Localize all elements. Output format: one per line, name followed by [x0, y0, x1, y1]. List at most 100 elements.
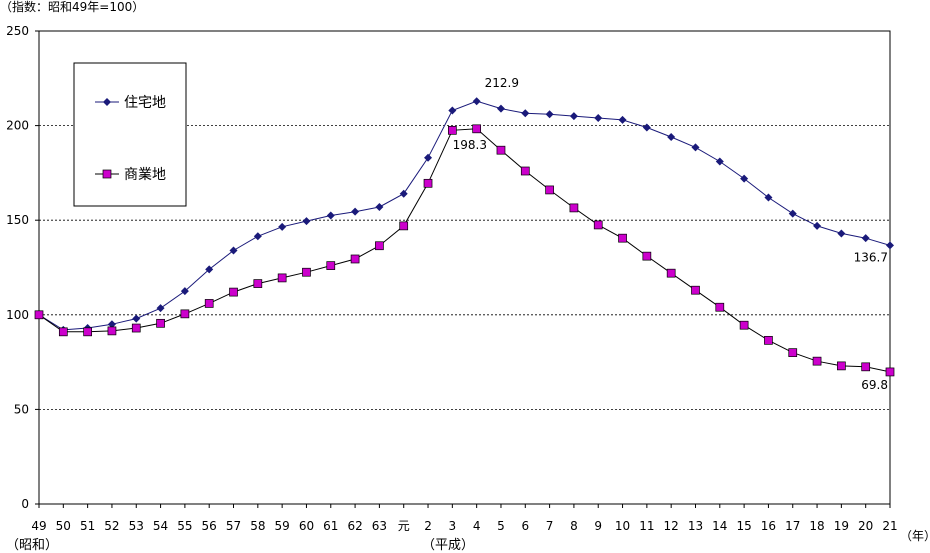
x-tick-label: 19	[834, 519, 849, 533]
data-point-residential	[861, 234, 870, 243]
data-point-commercial	[423, 178, 433, 188]
data-point-residential	[667, 132, 676, 141]
data-point-residential	[448, 106, 457, 115]
x-tick-label: 63	[372, 519, 387, 533]
data-point-commercial	[715, 302, 725, 312]
data-point-commercial	[447, 125, 457, 135]
data-point-commercial	[812, 356, 822, 366]
y-tick-label: 100	[6, 308, 29, 322]
data-point-commercial	[837, 361, 846, 371]
x-tick-label: 58	[250, 519, 265, 533]
data-point-residential	[351, 207, 360, 216]
data-point-residential	[424, 153, 433, 162]
x-tick-label: 2	[424, 519, 432, 533]
x-tick-label: 51	[80, 519, 95, 533]
era-label-showa: （昭和）	[6, 538, 58, 553]
data-point-residential	[229, 246, 238, 255]
x-axis: 49 50 51 52 53 54 55 56 57 58 59 60 61 62 63 元 2 3 4 5 6 7 8 9 1…	[31, 504, 898, 533]
data-point-commercial	[180, 309, 190, 319]
legend: 住宅地 商業地	[73, 62, 187, 207]
legend-box	[73, 62, 187, 207]
data-point-commercial	[472, 124, 482, 134]
y-tick-label: 0	[21, 497, 29, 511]
legend-marker-residential	[103, 98, 111, 106]
x-tick-label: 6	[521, 519, 529, 533]
series-group	[34, 97, 895, 377]
data-point-commercial	[496, 145, 506, 155]
series-line-residential	[38, 100, 891, 331]
y-tick-label: 150	[6, 213, 29, 227]
data-point-commercial	[107, 326, 117, 336]
data-point-residential	[813, 221, 822, 230]
x-tick-label: 60	[299, 519, 314, 533]
data-point-commercial	[545, 185, 554, 195]
x-tick-label: 16	[761, 519, 776, 533]
x-tick-label: 17	[785, 519, 800, 533]
data-point-commercial	[399, 221, 409, 231]
x-tick-label: 50	[56, 519, 71, 533]
data-point-residential	[156, 304, 165, 313]
data-point-commercial	[131, 323, 141, 333]
label-commercial-peak: 198.3	[453, 138, 487, 152]
data-point-commercial	[253, 279, 263, 288]
x-tick-label: 59	[275, 519, 290, 533]
data-point-commercial	[302, 267, 311, 277]
data-point-commercial	[666, 268, 676, 278]
x-tick-label: 55	[177, 519, 192, 533]
data-point-residential	[642, 123, 651, 132]
data-point-residential	[132, 314, 141, 323]
x-tick-label: 61	[323, 519, 338, 533]
data-point-residential	[278, 222, 287, 231]
data-point-residential	[740, 174, 749, 183]
data-point-residential	[569, 112, 578, 121]
data-point-residential	[326, 211, 335, 220]
data-point-residential	[521, 109, 530, 118]
label-residential-last: 136.7	[854, 250, 888, 264]
data-point-commercial	[520, 166, 530, 176]
y-tick-label: 250	[6, 24, 29, 38]
data-point-commercial	[569, 203, 579, 213]
x-tick-label: 18	[809, 519, 824, 533]
x-tick-label: 15	[736, 519, 751, 533]
data-point-residential	[399, 189, 408, 198]
data-point-residential	[302, 217, 311, 226]
data-point-residential	[764, 193, 773, 202]
data-point-residential	[691, 143, 700, 152]
x-tick-label: 3	[449, 519, 457, 533]
x-tick-label: 20	[858, 519, 873, 533]
data-point-commercial	[326, 261, 336, 270]
data-point-commercial	[350, 254, 360, 264]
data-point-commercial	[375, 241, 384, 251]
data-point-residential	[715, 157, 724, 166]
data-labels: 212.9 198.3 136.7 69.8	[453, 76, 888, 392]
data-point-commercial	[861, 362, 871, 372]
x-tick-label: 56	[202, 519, 217, 533]
y-tick-label: 50	[14, 402, 29, 416]
legend-label-commercial: 商業地	[124, 167, 166, 183]
x-tick-label: 13	[688, 519, 703, 533]
data-point-residential	[788, 209, 797, 218]
x-tick-label: 53	[129, 519, 144, 533]
x-tick-label: 11	[639, 519, 654, 533]
data-point-commercial	[83, 327, 92, 337]
x-tick-label: 62	[347, 519, 362, 533]
x-tick-label: 10	[615, 519, 630, 533]
data-point-residential	[618, 115, 627, 124]
data-point-residential	[205, 265, 214, 274]
x-tick-label: 14	[712, 519, 727, 533]
data-point-residential	[886, 241, 894, 250]
data-point-commercial	[34, 310, 44, 320]
data-point-commercial	[691, 285, 700, 295]
data-point-residential	[545, 110, 554, 119]
x-tick-label: 12	[664, 519, 679, 533]
x-tick-label: 49	[31, 519, 46, 533]
data-point-commercial	[156, 318, 165, 328]
x-tick-label: 9	[594, 519, 602, 533]
x-tick-label: 7	[546, 519, 554, 533]
data-point-commercial	[618, 233, 627, 243]
x-tick-label: 21	[882, 519, 897, 533]
data-point-commercial	[593, 220, 603, 230]
x-tick-label: 57	[226, 519, 241, 533]
x-tick-label: 8	[570, 519, 578, 533]
